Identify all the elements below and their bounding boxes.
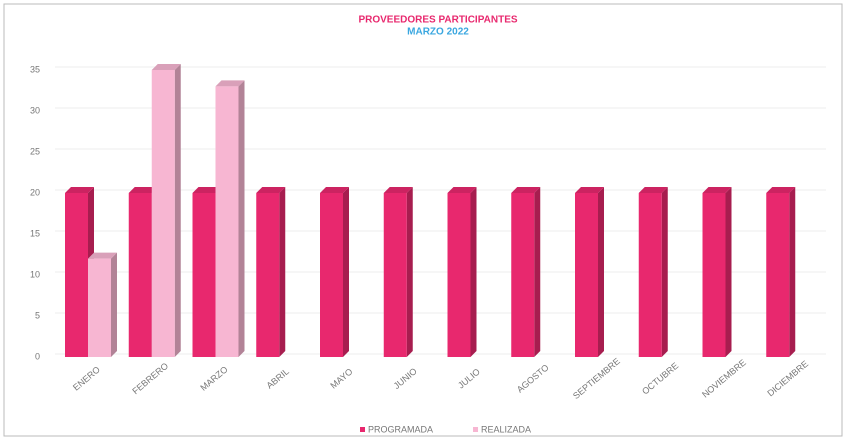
bar-side [725, 187, 732, 357]
legend-swatch [360, 427, 365, 432]
bar-top [151, 64, 181, 70]
bar-top [383, 187, 413, 193]
bar-side [534, 187, 541, 357]
bar [575, 193, 598, 357]
bar-top [88, 252, 117, 259]
chart-title: PROVEEDORES PARTICIPANTES [358, 15, 517, 26]
bar-side [174, 64, 181, 357]
bar [128, 193, 152, 357]
bar [511, 193, 535, 357]
bar-side [343, 187, 349, 357]
bar-top [256, 187, 286, 193]
bar-side [111, 252, 117, 357]
bar [151, 70, 175, 357]
bar-top [511, 187, 541, 193]
y-tick-label: 30 [30, 105, 40, 115]
bar-side [279, 187, 286, 357]
bar-top [575, 187, 604, 193]
bar [256, 193, 280, 357]
y-tick-label: 5 [35, 310, 40, 320]
bar [766, 193, 790, 357]
bar-top [320, 187, 349, 193]
y-tick-label: 35 [30, 64, 40, 74]
bar-top [128, 187, 158, 193]
bar-side [661, 187, 668, 357]
bar-side [238, 80, 245, 358]
bar [447, 193, 471, 357]
bar-top [65, 187, 94, 193]
bar-top [638, 187, 668, 193]
bar-side [598, 187, 604, 357]
bar-top [192, 187, 222, 193]
chart-subtitle: MARZO 2022 [407, 27, 469, 38]
y-tick-label: 15 [30, 228, 40, 238]
bar-top [702, 187, 732, 193]
bar [88, 258, 111, 357]
bar-top [766, 187, 796, 193]
bar [65, 193, 88, 357]
legend-label: PROGRAMADA [368, 424, 433, 434]
bar [192, 193, 216, 357]
bar [320, 193, 343, 357]
bar-side [789, 187, 796, 357]
bar-top [447, 187, 477, 193]
y-tick-label: 20 [30, 187, 40, 197]
bar-side [470, 187, 477, 357]
legend-label: REALIZADA [481, 424, 531, 434]
y-tick-label: 10 [30, 269, 40, 279]
bar [383, 193, 407, 357]
bar-top [215, 80, 245, 87]
bar [215, 86, 239, 358]
y-tick-label: 25 [30, 146, 40, 156]
y-tick-label: 0 [35, 351, 40, 361]
bar [638, 193, 662, 357]
bar-side [406, 187, 413, 357]
bar [702, 193, 726, 357]
legend-swatch [473, 427, 479, 432]
